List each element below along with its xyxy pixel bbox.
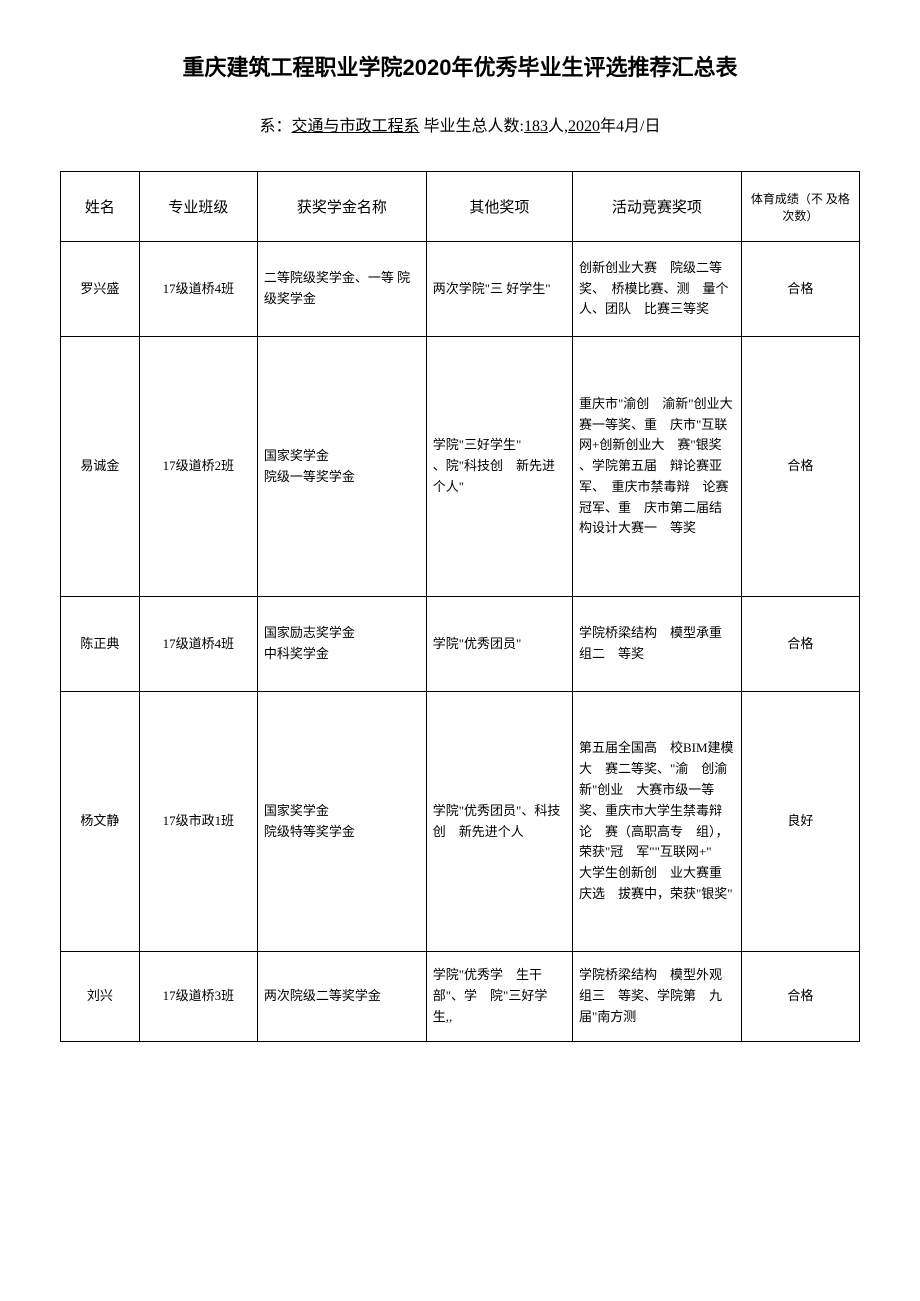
header-other: 其他奖项: [426, 172, 572, 242]
subtitle-year: 2020: [568, 118, 600, 135]
subtitle-dept: 交通与市政工程系: [292, 118, 420, 135]
header-name: 姓名: [61, 172, 140, 242]
cell-other: 学院"优秀团员": [426, 597, 572, 692]
cell-name: 罗兴盛: [61, 242, 140, 337]
cell-scholarship: 国家奖学金院级一等奖学金: [257, 337, 426, 597]
header-class: 专业班级: [139, 172, 257, 242]
cell-class: 17级市政1班: [139, 692, 257, 952]
cell-activity: 第五届全国高 校BIM建模大 赛二等奖、"渝 创渝新"创业 大赛市级一等 奖、重…: [573, 692, 742, 952]
cell-scholarship: 国家奖学金院级特等奖学金: [257, 692, 426, 952]
cell-pe: 良好: [741, 692, 859, 952]
subtitle-suffix: 年4月/日: [600, 118, 660, 135]
cell-other: 学院"三好学生"、院"科技创 新先进个人": [426, 337, 572, 597]
header-activity: 活动竞赛奖项: [573, 172, 742, 242]
subtitle-mid1: 毕业生总人数:: [420, 118, 524, 135]
cell-class: 17级道桥2班: [139, 337, 257, 597]
cell-class: 17级道桥3班: [139, 952, 257, 1042]
cell-name: 刘兴: [61, 952, 140, 1042]
table-row: 陈正典 17级道桥4班 国家励志奖学金中科奖学金 学院"优秀团员" 学院桥梁结构…: [61, 597, 860, 692]
cell-pe: 合格: [741, 952, 859, 1042]
table-row: 杨文静 17级市政1班 国家奖学金院级特等奖学金 学院"优秀团员"、科技创 新先…: [61, 692, 860, 952]
cell-scholarship: 两次院级二等奖学金: [257, 952, 426, 1042]
cell-other: 学院"优秀学 生干部"、学 院"三好学生,,: [426, 952, 572, 1042]
table-row: 罗兴盛 17级道桥4班 二等院级奖学金、一等 院级奖学金 两次学院"三 好学生"…: [61, 242, 860, 337]
table-header-row: 姓名 专业班级 获奖学金名称 其他奖项 活动竞赛奖项 体育成绩（不 及格次数）: [61, 172, 860, 242]
cell-other: 学院"优秀团员"、科技创 新先进个人: [426, 692, 572, 952]
cell-activity: 学院桥梁结构 模型外观组三 等奖、学院第 九届"南方测: [573, 952, 742, 1042]
cell-pe: 合格: [741, 242, 859, 337]
cell-activity: 创新创业大赛 院级二等奖、 桥模比赛、测 量个人、团队 比赛三等奖: [573, 242, 742, 337]
header-scholarship: 获奖学金名称: [257, 172, 426, 242]
cell-scholarship: 国家励志奖学金中科奖学金: [257, 597, 426, 692]
page-title: 重庆建筑工程职业学院2020年优秀毕业生评选推荐汇总表: [60, 50, 860, 82]
cell-class: 17级道桥4班: [139, 242, 257, 337]
cell-class: 17级道桥4班: [139, 597, 257, 692]
subtitle-mid2: 人,: [548, 118, 568, 135]
summary-table: 姓名 专业班级 获奖学金名称 其他奖项 活动竞赛奖项 体育成绩（不 及格次数） …: [60, 171, 860, 1042]
cell-name: 易诚金: [61, 337, 140, 597]
subtitle-count: 183: [524, 118, 548, 135]
table-row: 易诚金 17级道桥2班 国家奖学金院级一等奖学金 学院"三好学生"、院"科技创 …: [61, 337, 860, 597]
header-pe: 体育成绩（不 及格次数）: [741, 172, 859, 242]
cell-pe: 合格: [741, 597, 859, 692]
table-row: 刘兴 17级道桥3班 两次院级二等奖学金 学院"优秀学 生干部"、学 院"三好学…: [61, 952, 860, 1042]
cell-other: 两次学院"三 好学生": [426, 242, 572, 337]
cell-name: 陈正典: [61, 597, 140, 692]
cell-activity: 重庆市"渝创 渝新"创业大 赛一等奖、重 庆市"互联网+创新创业大 赛"银奖、学…: [573, 337, 742, 597]
cell-activity: 学院桥梁结构 模型承重组二 等奖: [573, 597, 742, 692]
cell-pe: 合格: [741, 337, 859, 597]
cell-scholarship: 二等院级奖学金、一等 院级奖学金: [257, 242, 426, 337]
subtitle-prefix: 系：: [260, 118, 292, 135]
subtitle: 系：交通与市政工程系 毕业生总人数:183人,2020年4月/日: [60, 112, 860, 136]
cell-name: 杨文静: [61, 692, 140, 952]
